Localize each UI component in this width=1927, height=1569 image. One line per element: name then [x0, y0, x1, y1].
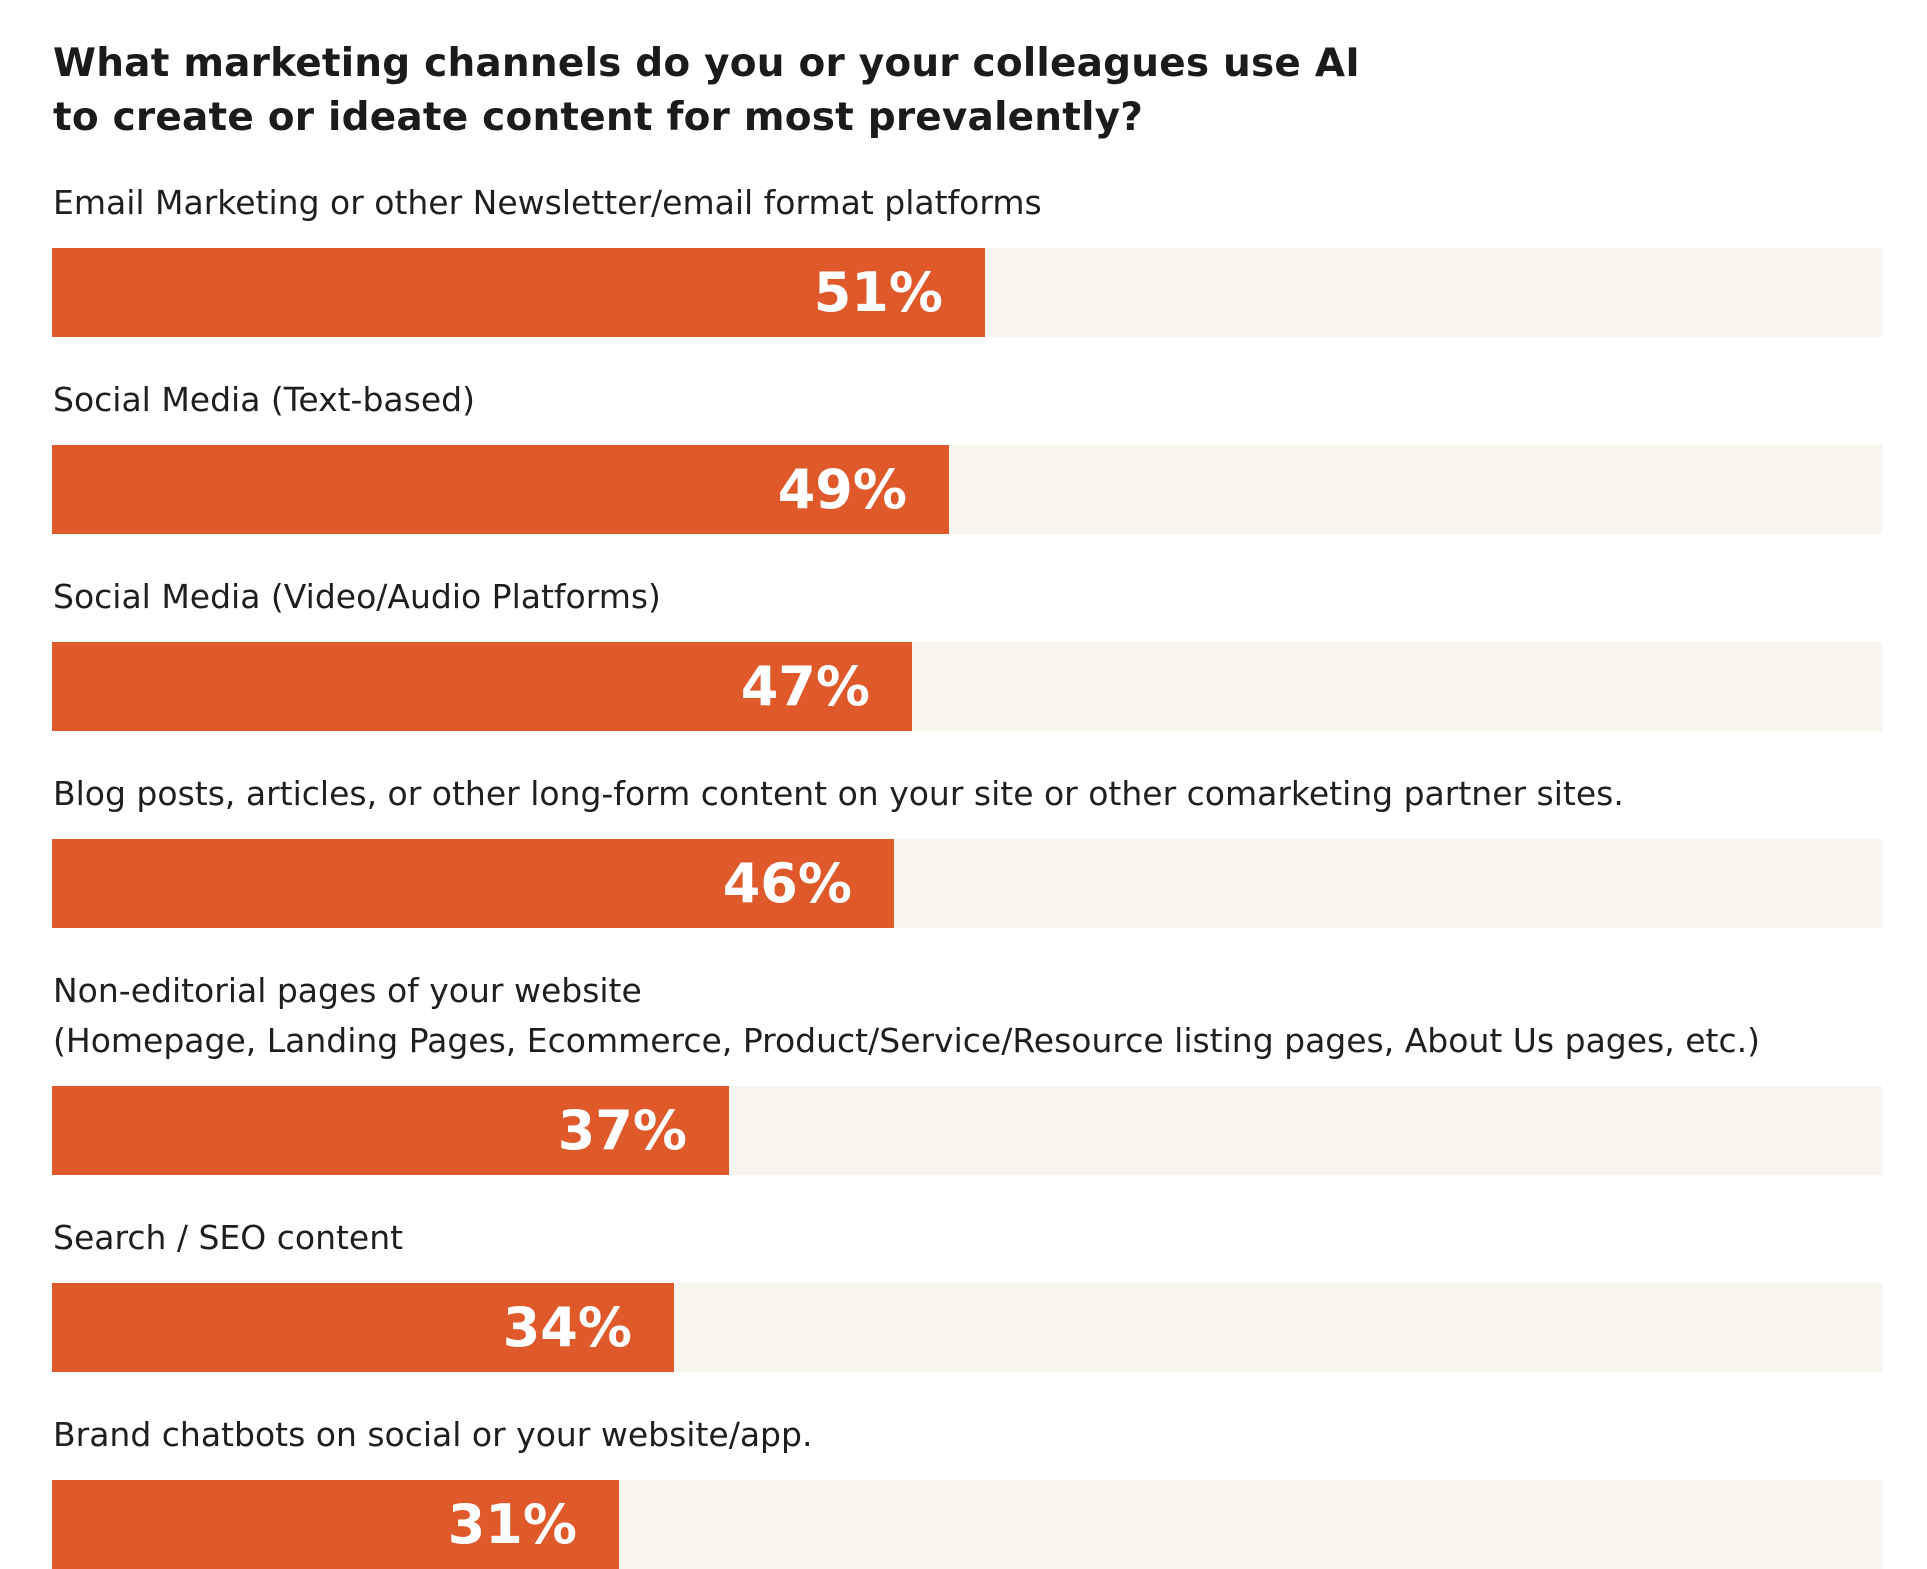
- bar-track: 51%: [52, 248, 1882, 337]
- category-label: Non-editorial pages of your website: [53, 971, 642, 1010]
- data-label: 34%: [502, 1296, 632, 1359]
- category-label: Search / SEO content: [53, 1218, 404, 1257]
- bar-track: 47%: [52, 642, 1882, 731]
- data-label: 37%: [557, 1099, 687, 1162]
- bar-track: 34%: [52, 1283, 1882, 1372]
- data-label: 51%: [813, 261, 943, 324]
- bar-chart: What marketing channels do you or your c…: [52, 41, 1882, 1569]
- data-label: 49%: [777, 458, 907, 521]
- bar-track: 46%: [52, 839, 1882, 928]
- chart-title-line-2: to create or ideate content for most pre…: [53, 95, 1144, 140]
- category-label: Social Media (Text-based): [53, 380, 475, 419]
- category-label: Email Marketing or other Newsletter/emai…: [53, 183, 1042, 222]
- bar-track: 37%: [52, 1086, 1882, 1175]
- bar: [52, 1086, 729, 1175]
- bar-track: 31%: [52, 1480, 1882, 1569]
- category-label: Blog posts, articles, or other long-form…: [53, 774, 1624, 813]
- bar: [52, 839, 894, 928]
- data-label: 46%: [722, 852, 852, 915]
- bar: [52, 248, 985, 337]
- bar: [52, 445, 949, 534]
- category-label: Brand chatbots on social or your website…: [53, 1415, 813, 1454]
- category-label: (Homepage, Landing Pages, Ecommerce, Pro…: [53, 1021, 1760, 1060]
- bar: [52, 642, 912, 731]
- bar-track: 49%: [52, 445, 1882, 534]
- bar: [52, 1283, 674, 1372]
- chart-title-line-1: What marketing channels do you or your c…: [53, 41, 1360, 86]
- data-label: 31%: [447, 1493, 577, 1556]
- data-label: 47%: [740, 655, 870, 718]
- category-label: Social Media (Video/Audio Platforms): [53, 577, 661, 616]
